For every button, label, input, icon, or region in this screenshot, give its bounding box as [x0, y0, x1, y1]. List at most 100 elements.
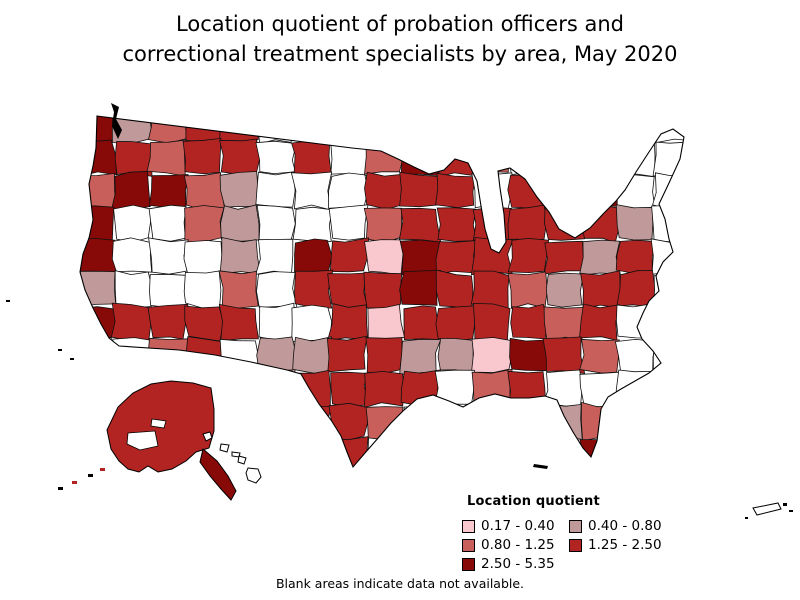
caribbean-island	[745, 517, 748, 519]
hawaii-island	[245, 467, 262, 484]
legend-item: 0.80 - 1.25	[462, 537, 569, 553]
map-region	[399, 239, 441, 276]
map-region	[436, 207, 478, 242]
map-region	[255, 436, 297, 467]
map-region	[473, 138, 514, 173]
map-region	[508, 402, 546, 441]
map-region	[255, 369, 296, 408]
map-region	[398, 207, 442, 243]
map-region	[510, 303, 549, 340]
aleutian-island	[100, 468, 105, 471]
puerto-rico-region	[752, 502, 782, 516]
map-region	[113, 204, 154, 243]
map-region	[110, 302, 154, 343]
map-region	[222, 369, 261, 408]
map-region	[364, 138, 404, 175]
map-region	[328, 116, 369, 142]
map-region	[651, 437, 684, 467]
map-region	[543, 240, 585, 275]
map-region	[218, 303, 259, 342]
map-region	[542, 138, 583, 175]
map-region	[291, 116, 332, 142]
map-region	[542, 369, 583, 408]
legend-label: 0.40 - 0.80	[588, 518, 662, 534]
map-region	[579, 338, 620, 374]
alaska-blank-area	[126, 430, 159, 451]
hawaii-island	[219, 443, 230, 453]
map-region	[185, 336, 225, 374]
map-region	[292, 336, 332, 374]
map-region	[399, 338, 442, 376]
map-region	[80, 172, 117, 209]
map-region	[291, 304, 333, 343]
legend-item: 2.50 - 5.35	[462, 556, 569, 572]
page-title: Location quotient of probation officers …	[0, 9, 800, 70]
map-region	[614, 338, 657, 374]
map-region	[617, 403, 657, 441]
map-region	[184, 305, 224, 342]
map-region	[436, 435, 477, 467]
map-region	[435, 116, 475, 145]
map-region	[580, 401, 620, 442]
map-region	[80, 139, 117, 178]
map-region	[399, 435, 439, 467]
caribbean-island	[783, 503, 787, 506]
map-region	[616, 438, 656, 467]
map-region	[470, 401, 509, 441]
pacific-island-speck	[70, 358, 74, 360]
map-region	[363, 370, 405, 409]
map-region	[580, 171, 620, 207]
map-region	[542, 336, 586, 374]
legend-title: Location quotient	[467, 494, 600, 509]
map-region	[437, 139, 476, 178]
map-region	[400, 369, 441, 408]
map-region	[146, 139, 188, 177]
map-region	[616, 171, 656, 209]
map-region	[147, 303, 189, 340]
map-region	[184, 116, 224, 144]
map-region	[435, 269, 474, 309]
alaska-panhandle-region	[199, 448, 237, 501]
legend-item: 1.25 - 2.50	[569, 537, 712, 553]
map-legend: Location quotient 0.17 - 0.40 0.40 - 0.8…	[462, 494, 712, 572]
map-region	[183, 270, 222, 309]
map-region	[399, 269, 442, 306]
map-region	[219, 116, 260, 144]
map-region	[580, 270, 621, 309]
aleutian-island	[58, 487, 63, 490]
map-region	[363, 271, 403, 309]
map-region	[294, 269, 334, 309]
map-region	[218, 270, 259, 309]
map-region	[651, 404, 684, 439]
map-region	[111, 237, 153, 273]
map-region	[219, 237, 261, 275]
map-region	[616, 270, 657, 309]
map-region	[470, 237, 514, 276]
legend-swatch	[569, 538, 582, 552]
map-region	[183, 172, 225, 210]
map-region	[220, 401, 259, 439]
map-region	[472, 302, 511, 343]
map-region	[543, 403, 583, 442]
map-region	[219, 138, 261, 175]
map-region	[655, 116, 684, 144]
map-region	[399, 171, 442, 208]
map-region	[290, 171, 333, 211]
map-region	[398, 116, 440, 143]
map-region	[578, 239, 621, 276]
pacific-island-speck	[58, 349, 62, 351]
legend-swatch	[462, 538, 475, 552]
map-region	[365, 406, 404, 441]
map-region	[509, 337, 549, 372]
florida-keys	[533, 464, 548, 469]
legend-swatch	[462, 519, 475, 533]
map-region	[652, 141, 684, 177]
map-region	[328, 402, 369, 441]
caribbean-island	[789, 510, 793, 512]
map-region	[652, 369, 684, 408]
map-region	[434, 369, 475, 408]
map-region	[650, 303, 684, 340]
map-region	[256, 204, 296, 243]
map-region	[183, 240, 226, 275]
